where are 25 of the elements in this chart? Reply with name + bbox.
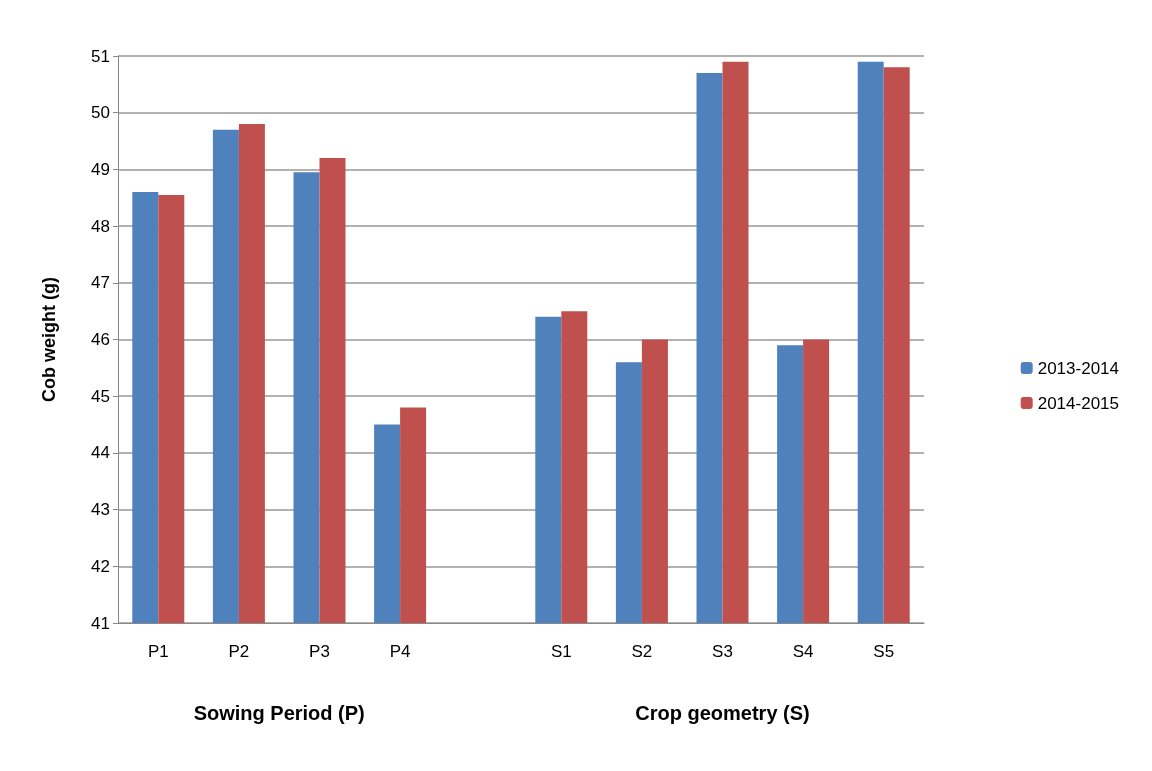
y-tick-label: 51 [91, 46, 110, 66]
x-tick-label: S5 [873, 642, 895, 661]
legend-label: 2014-2015 [1037, 393, 1120, 413]
y-tick-label: 42 [91, 556, 110, 576]
x-tick-label: P1 [147, 642, 169, 661]
x-tick-label: S4 [792, 642, 814, 661]
y-axis-title: Cob weight (g) [39, 277, 59, 402]
text: Crop geometry (S) [635, 702, 810, 724]
y-tick-label: 47 [91, 273, 110, 293]
x-tick-label: P4 [389, 642, 411, 661]
y-tick-label: 50 [91, 103, 110, 123]
y-tick-label: 48 [91, 216, 110, 236]
x-tick-label: S1 [550, 642, 572, 661]
x-axis-title: Sowing Period (P) [193, 702, 365, 724]
x-tick-label: S2 [631, 642, 653, 661]
y-tick-label: 41 [91, 613, 110, 633]
y-tick-label: 49 [91, 159, 110, 179]
legend-label: 2013-2014 [1037, 358, 1120, 378]
y-tick-label: 43 [91, 500, 110, 520]
x-tick-label: P3 [309, 642, 330, 661]
y-tick-label: 45 [91, 386, 110, 406]
x-tick-label: P2 [228, 642, 250, 661]
x-tick-label: S3 [712, 642, 733, 661]
y-tick-label: 46 [91, 330, 110, 349]
y-tick-label: 44 [91, 443, 110, 463]
